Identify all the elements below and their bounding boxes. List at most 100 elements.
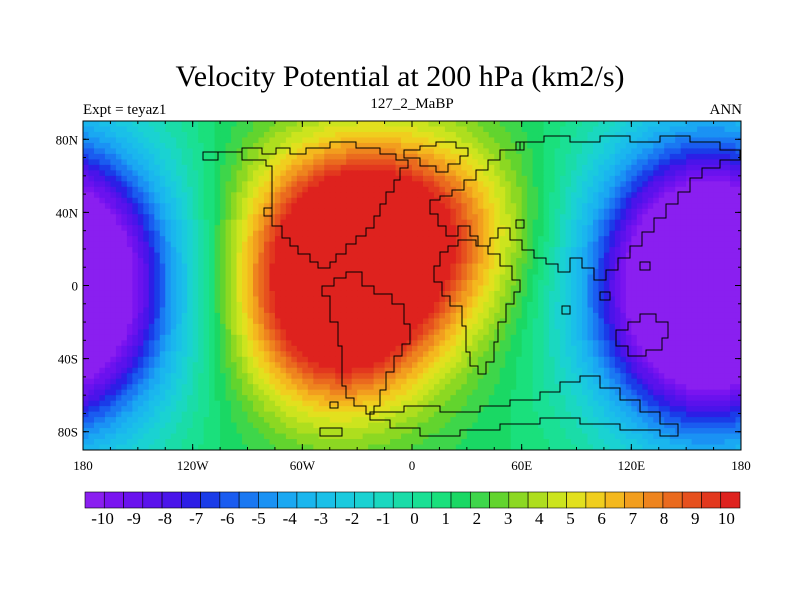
field-cell <box>236 175 243 182</box>
field-cell <box>417 247 424 254</box>
field-cell <box>433 285 441 292</box>
field-cell <box>664 312 671 319</box>
field-cell <box>143 164 150 171</box>
field-cell <box>110 208 117 215</box>
field-cell <box>477 334 484 341</box>
field-cell <box>263 170 271 177</box>
field-cell <box>274 318 281 325</box>
field-cell <box>653 274 660 281</box>
field-cell <box>307 225 314 232</box>
field-cell <box>620 181 627 188</box>
field-cell <box>428 225 435 232</box>
field-cell <box>357 280 364 287</box>
field-cell <box>126 290 133 298</box>
field-cell <box>538 247 545 254</box>
field-cell <box>631 318 638 325</box>
field-cell <box>505 290 512 298</box>
field-cell <box>697 126 704 133</box>
field-cell <box>104 301 112 309</box>
field-cell <box>499 137 506 144</box>
field-cell <box>571 285 578 292</box>
field-cell <box>121 280 128 287</box>
field-cell <box>412 269 419 276</box>
field-cell <box>242 208 249 215</box>
field-cell <box>148 334 155 341</box>
field-cell <box>280 312 287 319</box>
field-cell <box>697 214 704 221</box>
field-cell <box>625 159 632 166</box>
field-cell <box>390 203 397 210</box>
field-cell <box>132 219 139 226</box>
field-cell <box>592 219 600 226</box>
field-cell <box>143 247 150 254</box>
field-cell <box>176 312 183 319</box>
field-cell <box>488 290 495 298</box>
field-cell <box>137 334 144 341</box>
field-cell <box>176 137 183 144</box>
field-cell <box>680 137 687 144</box>
field-cell <box>220 236 227 243</box>
field-cell <box>571 307 578 314</box>
field-cell <box>115 219 122 226</box>
field-cell <box>384 247 391 254</box>
field-cell <box>505 334 512 341</box>
field-cell <box>603 186 610 193</box>
field-cell <box>252 236 260 243</box>
field-cell <box>110 263 117 270</box>
field-cell <box>159 197 166 204</box>
field-cell <box>620 164 627 171</box>
field-cell <box>165 263 172 270</box>
field-cell <box>104 203 112 210</box>
field-cell <box>209 175 216 182</box>
field-cell <box>565 263 572 270</box>
field-cell <box>702 258 709 265</box>
field-cell <box>406 274 413 281</box>
field-cell <box>318 258 325 265</box>
field-cell <box>99 126 106 133</box>
field-cell <box>329 252 336 259</box>
field-cell <box>417 334 424 341</box>
field-cell <box>176 170 183 177</box>
field-cell <box>581 307 589 314</box>
field-cell <box>521 258 528 265</box>
field-cell <box>439 258 446 265</box>
field-cell <box>658 236 665 243</box>
field-cell <box>461 263 468 270</box>
field-cell <box>258 252 265 259</box>
field-cell <box>510 131 517 139</box>
field-cell <box>88 241 95 248</box>
field-cell <box>203 126 210 133</box>
field-cell <box>203 225 210 232</box>
field-cell <box>571 230 578 237</box>
field-cell <box>280 214 287 221</box>
field-cell <box>340 208 347 215</box>
field-cell <box>401 142 408 150</box>
field-cell <box>203 269 210 276</box>
field-cell <box>362 241 369 248</box>
field-cell <box>505 307 512 314</box>
field-cell <box>346 175 353 182</box>
field-cell <box>444 312 451 319</box>
field-cell <box>686 252 693 259</box>
field-cell <box>658 263 665 270</box>
field-cell <box>247 197 254 204</box>
field-cell <box>285 258 292 265</box>
field-cell <box>472 263 479 270</box>
field-cell <box>499 219 506 226</box>
field-cell <box>368 230 375 237</box>
field-cell <box>516 175 523 182</box>
field-cell <box>439 131 446 139</box>
field-cell <box>203 159 210 166</box>
field-cell <box>302 307 309 314</box>
field-cell <box>680 258 687 265</box>
field-cell <box>362 290 369 298</box>
field-cell <box>198 334 205 341</box>
field-cell <box>581 334 589 341</box>
field-cell <box>433 214 441 221</box>
field-cell <box>576 121 583 128</box>
field-cell <box>598 121 605 128</box>
field-cell <box>198 142 205 150</box>
field-cell <box>263 219 271 226</box>
field-cell <box>93 142 101 150</box>
field-cell <box>137 219 144 226</box>
